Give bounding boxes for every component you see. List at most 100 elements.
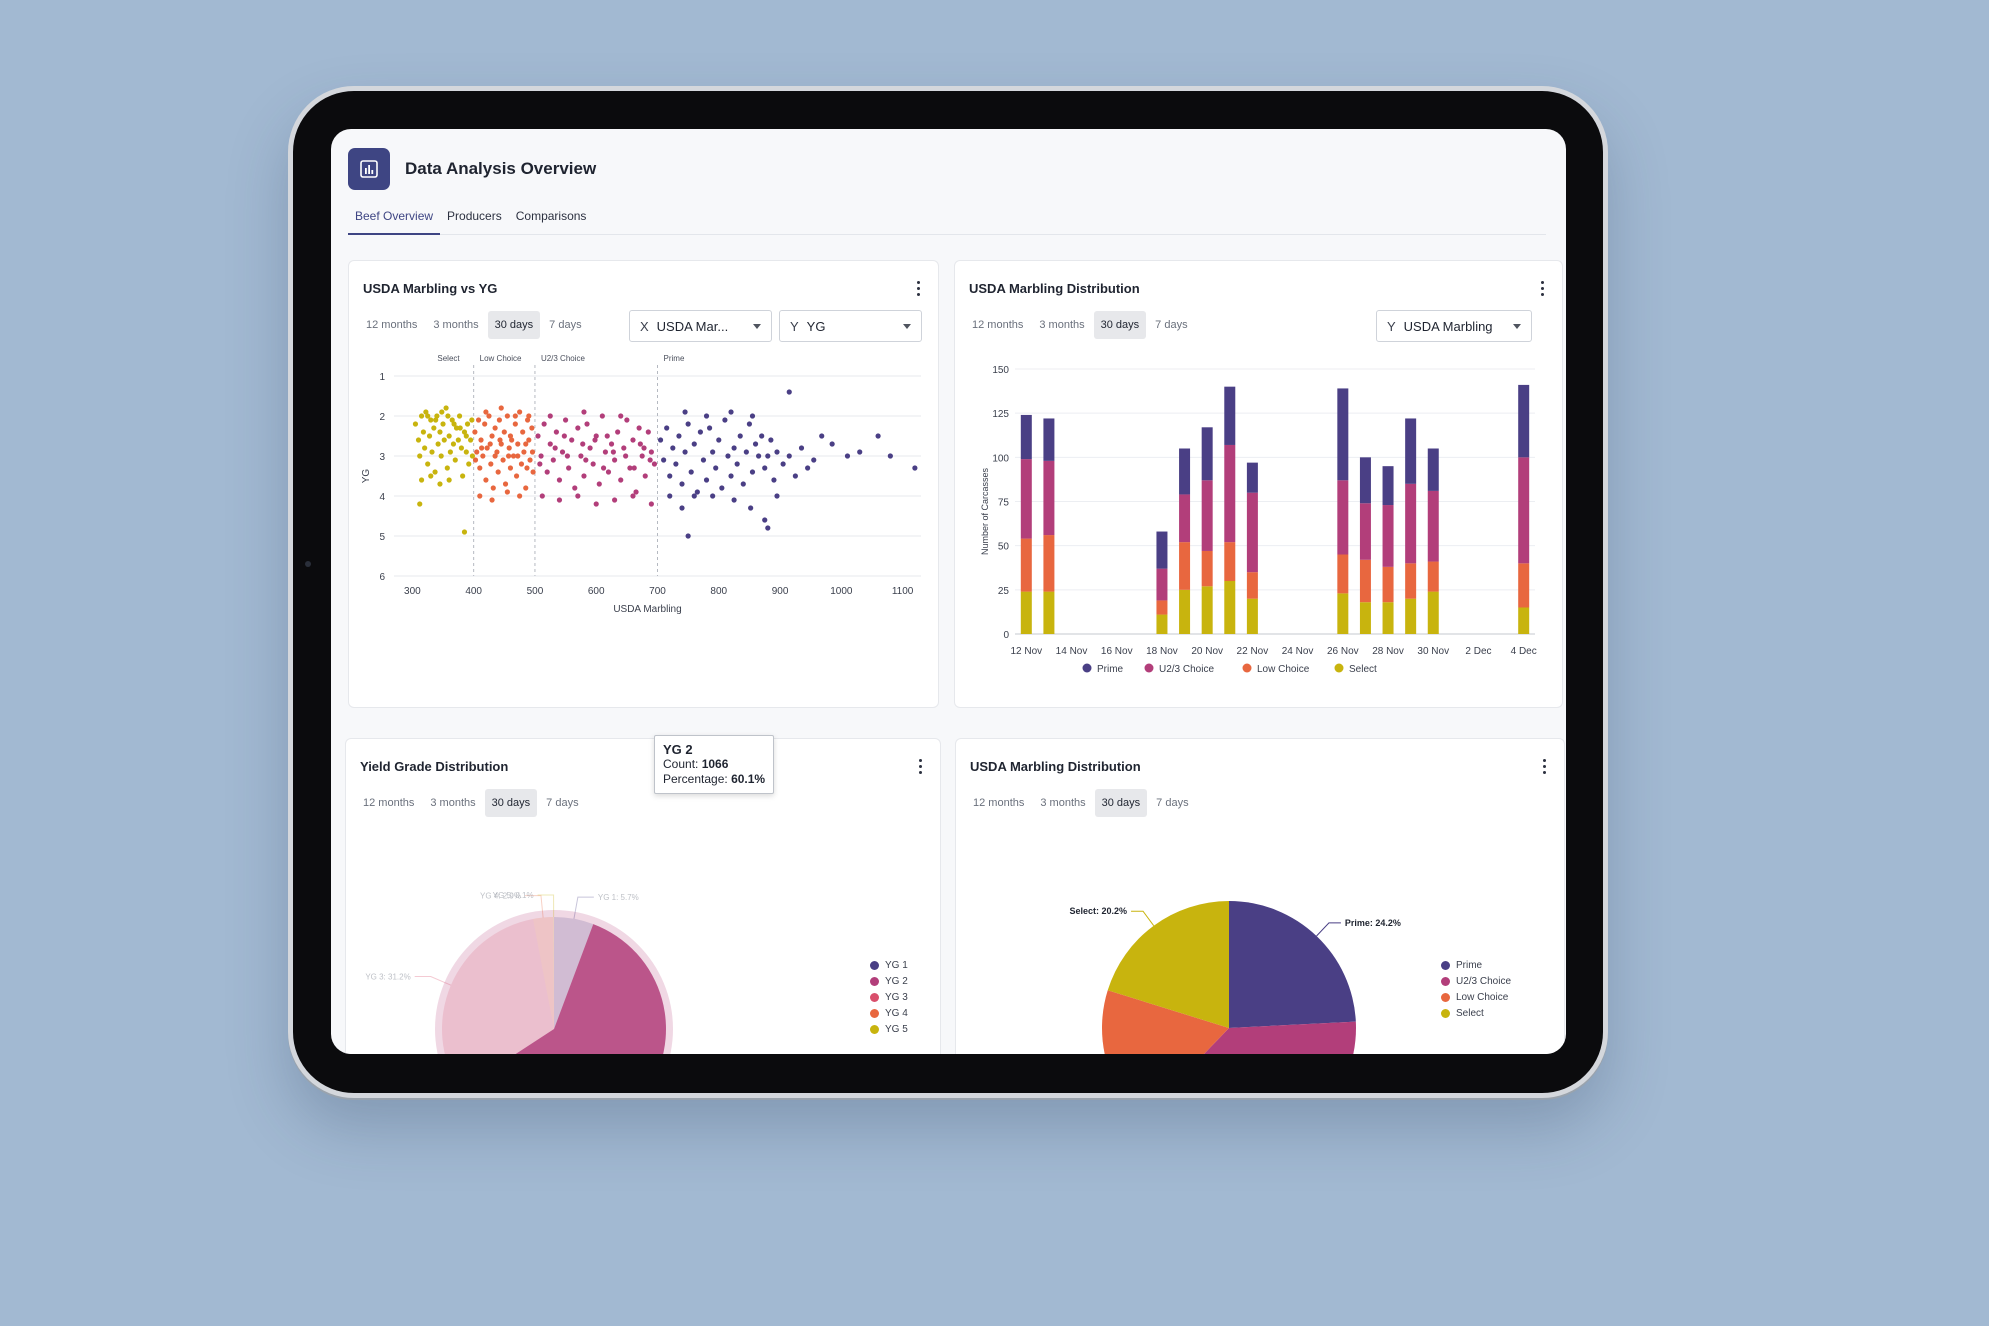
range-3-months[interactable]: 3 months (433, 319, 479, 331)
bar-segment-prime (1156, 531, 1168, 569)
point-u2-3-choice (559, 449, 566, 455)
point-prime (748, 505, 754, 511)
more-options-icon[interactable] (1538, 757, 1550, 775)
page-title: Data Analysis Overview (405, 159, 597, 178)
bar-segment-low-choice (1382, 566, 1394, 603)
point-prime (667, 473, 673, 479)
y-tick-label: 2 (379, 412, 385, 423)
point-prime (765, 525, 771, 531)
more-options-icon[interactable] (912, 279, 924, 297)
range-7-days[interactable]: 7 days (1156, 797, 1189, 809)
range-7-days[interactable]: 7 days (549, 319, 582, 331)
range-12-months[interactable]: 12 months (973, 797, 1025, 809)
point-u2-3-choice (539, 493, 545, 499)
point-low-choice (505, 453, 512, 459)
pie-slice-yg-4 (533, 917, 554, 1029)
point-u2-3-choice (599, 413, 605, 419)
app-screen: Data Analysis Overview Beef Overview Pro… (331, 129, 1566, 1054)
point-prime (697, 429, 703, 435)
point-u2-3-choice (538, 453, 544, 459)
legend-item-yg-5[interactable]: YG 5 (870, 1021, 908, 1037)
point-u2-3-choice (590, 461, 596, 467)
point-u2-3-choice (561, 433, 567, 439)
threshold-label-low-choice: Low Choice (480, 354, 522, 363)
point-prime (719, 485, 725, 491)
x-tick-label: 4 Dec (1511, 646, 1537, 657)
legend-item-select[interactable]: Select (1441, 1005, 1511, 1021)
point-prime (759, 433, 765, 439)
point-u2-3-choice (627, 465, 633, 471)
point-prime (713, 465, 719, 471)
more-options-icon[interactable] (914, 757, 926, 775)
legend-item-yg-3[interactable]: YG 3 (870, 989, 908, 1005)
point-select (458, 445, 465, 451)
point-low-choice (507, 465, 514, 471)
point-u2-3-choice (618, 413, 624, 419)
point-select (444, 465, 450, 471)
point-prime (706, 425, 713, 431)
point-prime (786, 389, 792, 395)
point-low-choice (479, 445, 485, 451)
legend-item-prime[interactable]: Prime (1441, 957, 1511, 973)
range-7-days[interactable]: 7 days (546, 797, 579, 809)
tab-beef-overview[interactable]: Beef Overview (348, 203, 441, 235)
callout-line-select (1131, 910, 1155, 927)
range-30-days[interactable]: 30 days (484, 789, 538, 817)
point-prime (756, 453, 762, 459)
point-prime (819, 433, 825, 439)
callout-label-yg-4: YG 4: 2.9% (480, 892, 521, 901)
scatter-card-title: USDA Marbling vs YG (363, 281, 498, 296)
point-select (450, 441, 457, 447)
y-tick-label: 125 (992, 409, 1009, 420)
point-select (466, 461, 472, 467)
point-u2-3-choice (600, 465, 607, 471)
y-axis-select[interactable]: Y USDA Marbling (1376, 310, 1532, 342)
range-30-days[interactable]: 30 days (1093, 311, 1147, 339)
legend-item-low-choice[interactable]: Low Choice (1441, 989, 1511, 1005)
y-axis-select[interactable]: Y YG (779, 310, 922, 342)
range-12-months[interactable]: 12 months (366, 319, 418, 331)
legend-item-yg-4[interactable]: YG 4 (870, 1005, 908, 1021)
range-30-days[interactable]: 30 days (1094, 789, 1148, 817)
bar-segment-low-choice (1337, 554, 1349, 594)
point-prime (725, 453, 731, 459)
legend-item-yg-1[interactable]: YG 1 (870, 957, 908, 973)
range-3-months[interactable]: 3 months (430, 797, 476, 809)
bar-segment-low-choice (1156, 600, 1168, 615)
point-u2-3-choice (623, 453, 629, 459)
legend-item-u2-3-choice[interactable]: U2/3 Choice (1441, 973, 1511, 989)
y-tick-label: 100 (992, 453, 1009, 464)
point-low-choice (517, 409, 523, 415)
point-low-choice (489, 433, 495, 439)
range-3-months[interactable]: 3 months (1039, 319, 1085, 331)
legend-label-prime: Prime (1097, 664, 1124, 675)
legend-dot (870, 976, 879, 986)
point-select (432, 469, 438, 475)
range-7-days[interactable]: 7 days (1155, 319, 1188, 331)
bar-segment-select (1201, 586, 1213, 634)
pie-slice-select (1107, 901, 1229, 1028)
x-axis-select[interactable]: X USDA Mar... (629, 310, 772, 342)
tab-comparisons[interactable]: Comparisons (515, 209, 587, 223)
more-options-icon[interactable] (1536, 279, 1548, 297)
y-axis-prefix: Y (1387, 318, 1396, 334)
range-3-months[interactable]: 3 months (1040, 797, 1086, 809)
point-low-choice (507, 433, 514, 439)
y-tick-label: 1 (379, 372, 385, 383)
point-select (461, 529, 468, 535)
point-select (425, 461, 431, 467)
bar-segment-prime (1427, 448, 1439, 491)
point-low-choice (496, 417, 502, 423)
tab-producers[interactable]: Producers (447, 209, 502, 223)
point-prime (731, 497, 737, 503)
range-12-months[interactable]: 12 months (972, 319, 1024, 331)
marbling-pie-chart: Prime: 24.2%Low Choice: 17.6%Select: 20.… (1069, 901, 1401, 1054)
range-12-months[interactable]: 12 months (363, 797, 415, 809)
point-u2-3-choice (636, 425, 642, 431)
legend-label-low-choice: Low Choice (1257, 664, 1310, 675)
y-axis-label: Number of Carcasses (980, 467, 990, 555)
point-prime (875, 433, 881, 439)
legend-item-yg-2[interactable]: YG 2 (870, 973, 908, 989)
tab-bar: Beef Overview Producers Comparisons (348, 203, 1546, 235)
range-30-days[interactable]: 30 days (487, 311, 541, 339)
